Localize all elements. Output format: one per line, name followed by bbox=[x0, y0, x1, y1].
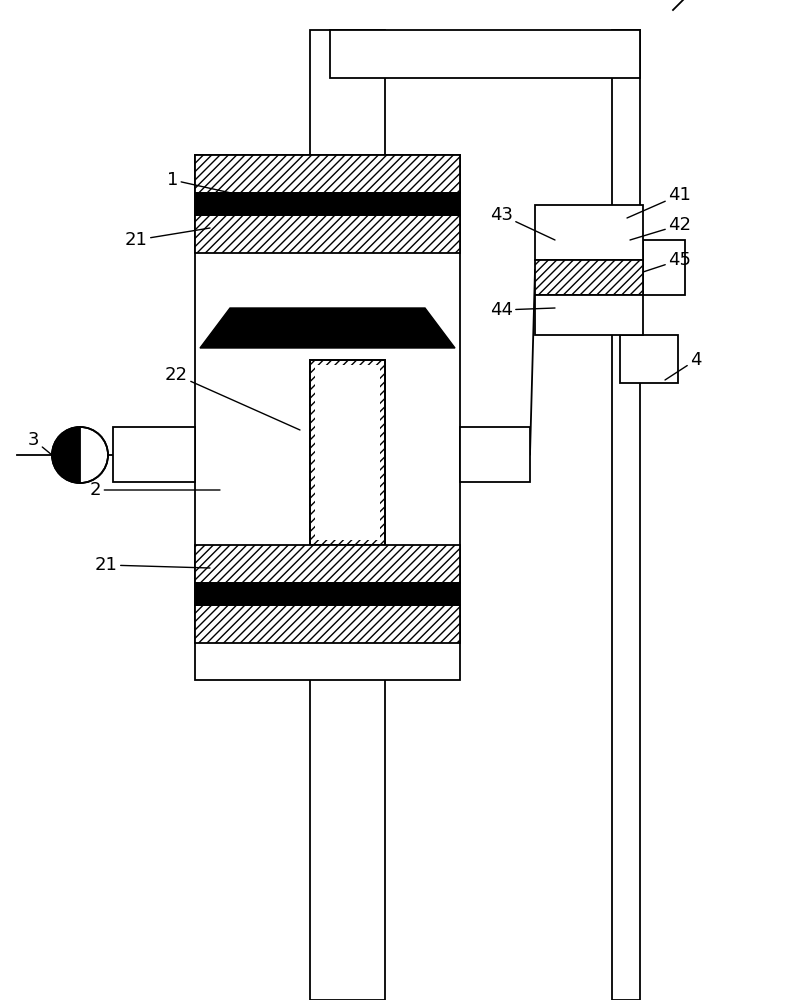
Bar bbox=[535, 205, 643, 260]
Bar bbox=[195, 215, 460, 253]
Text: 2: 2 bbox=[90, 481, 220, 499]
Bar bbox=[315, 365, 380, 540]
Text: 45: 45 bbox=[643, 251, 691, 272]
Bar bbox=[620, 335, 678, 383]
Bar bbox=[535, 260, 643, 295]
Bar bbox=[643, 240, 685, 295]
Bar bbox=[310, 30, 385, 1000]
Circle shape bbox=[52, 427, 108, 483]
Text: 41: 41 bbox=[627, 186, 691, 218]
Text: 44: 44 bbox=[490, 301, 555, 319]
Bar bbox=[195, 155, 460, 680]
Text: 3: 3 bbox=[28, 431, 52, 455]
Bar bbox=[195, 583, 460, 605]
Bar bbox=[195, 545, 460, 583]
Text: 42: 42 bbox=[630, 216, 691, 240]
Text: 43: 43 bbox=[490, 206, 555, 240]
Text: 1: 1 bbox=[167, 171, 240, 195]
Text: 22: 22 bbox=[165, 366, 300, 430]
Bar bbox=[310, 360, 385, 545]
Bar bbox=[195, 193, 460, 215]
Bar bbox=[113, 427, 195, 482]
Text: 21: 21 bbox=[95, 556, 210, 574]
Polygon shape bbox=[52, 427, 80, 483]
Text: 4: 4 bbox=[665, 351, 701, 380]
Bar bbox=[535, 295, 643, 335]
Text: 21: 21 bbox=[125, 228, 210, 249]
Bar bbox=[195, 155, 460, 193]
Bar bbox=[460, 427, 530, 482]
Bar bbox=[612, 30, 640, 1000]
Bar bbox=[195, 605, 460, 643]
Bar bbox=[310, 360, 385, 545]
Polygon shape bbox=[200, 308, 455, 348]
Bar bbox=[330, 30, 640, 78]
